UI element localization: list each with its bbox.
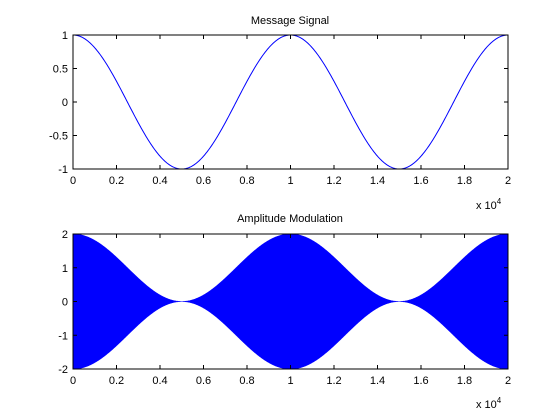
x-tick-label: 2 [505, 375, 511, 387]
y-tick-label: -2 [58, 364, 68, 376]
subplot-message-signal: Message Signal 0 0.2 0.4 0.6 0.8 1 1.2 1.4 1.6 1.… [49, 15, 511, 212]
x-tick-label: 1 [287, 175, 293, 187]
x-tick-label: 0.8 [239, 375, 254, 387]
x-exponent-label: x 104 [476, 396, 502, 411]
x-tick-label: 1.8 [457, 175, 472, 187]
x-tick-label: 0.4 [152, 375, 167, 387]
y-tick-label: 0 [62, 97, 68, 109]
y-tick-label: -0.5 [49, 131, 68, 143]
y-tick-label: -1 [58, 330, 68, 342]
axis-ticks: 0 0.2 0.4 0.6 0.8 1 1.2 1.4 1.6 1.8 2 -1 -0.5 0 0.5 1 [49, 30, 511, 187]
x-tick-label: 0.6 [196, 375, 211, 387]
x-tick-label: 1.6 [413, 175, 428, 187]
x-tick-label: 1.8 [457, 375, 472, 387]
x-tick-label: 2 [505, 175, 511, 187]
x-tick-label: 0.8 [239, 175, 254, 187]
series-area-am-signal [72, 233, 509, 370]
x-tick-label: 1.6 [413, 375, 428, 387]
x-tick-label: 0 [70, 175, 76, 187]
subplot-title: Amplitude Modulation [237, 213, 343, 225]
x-tick-label: 0.2 [109, 375, 124, 387]
y-tick-label: 1 [62, 263, 68, 275]
x-exponent-label: x 104 [476, 197, 502, 212]
y-tick-label: 2 [62, 229, 68, 241]
y-tick-label: 0.5 [53, 64, 68, 76]
plot-area [72, 233, 509, 370]
y-tick-label: 0 [62, 297, 68, 309]
x-tick-label: 1.2 [326, 175, 341, 187]
x-tick-label: 0.6 [196, 175, 211, 187]
axes-box [72, 34, 509, 170]
x-tick-label: 1 [287, 375, 293, 387]
y-tick-label: 1 [62, 30, 68, 42]
x-tick-label: 1.4 [370, 175, 385, 187]
x-tick-label: 0 [70, 375, 76, 387]
subplot-amplitude-modulation: Amplitude Modulation 0 0.2 0.4 0.6 0.8 1 1.2 1.… [58, 213, 511, 411]
series-line-message [72, 34, 509, 170]
x-tick-label: 0.2 [109, 175, 124, 187]
y-tick-label: -1 [58, 164, 68, 176]
x-tick-label: 1.4 [370, 375, 385, 387]
axis-ticks: 0 0.2 0.4 0.6 0.8 1 1.2 1.4 1.6 1.8 2 -2 -1 0 1 2 [58, 229, 511, 387]
x-tick-label: 1.2 [326, 375, 341, 387]
subplot-title: Message Signal [251, 15, 329, 27]
plot-area [72, 34, 509, 170]
x-tick-label: 0.4 [152, 175, 167, 187]
